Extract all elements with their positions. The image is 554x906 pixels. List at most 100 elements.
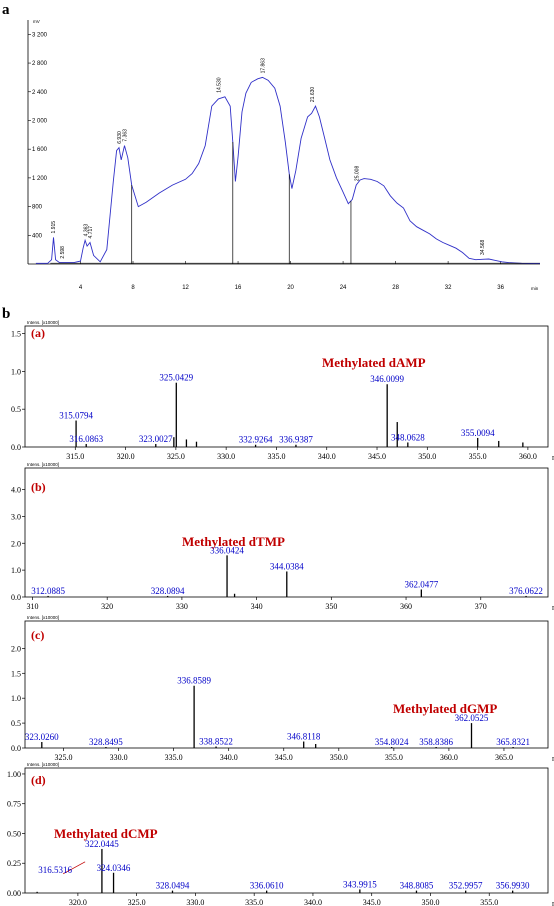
subpanel-label: (c) xyxy=(31,628,44,642)
peak-label: 362.0525 xyxy=(455,713,489,723)
x-tick-label: 320.0 xyxy=(69,898,87,906)
x-axis-label: m/z xyxy=(552,899,554,906)
x-tick-label: 355.0 xyxy=(469,452,487,461)
x-tick-label: 370 xyxy=(475,602,487,611)
compound-annotation: Methylated dTMP xyxy=(182,534,285,549)
x-tick-label: 20 xyxy=(287,285,294,291)
peak-label: 1.915 xyxy=(51,221,57,234)
peak-label: 336.0610 xyxy=(250,881,284,891)
x-tick-label: 320 xyxy=(101,602,113,611)
y-tick-label: 3 200 xyxy=(32,32,48,38)
peak-label: 356.9930 xyxy=(496,881,530,891)
y-tick-label: 0.5 xyxy=(11,719,21,728)
peak-label: 315.0794 xyxy=(59,411,93,421)
y-tick-label: 1 200 xyxy=(32,176,48,182)
peak-label: 6.930 xyxy=(117,131,123,144)
x-tick-label: 350.0 xyxy=(418,452,436,461)
subpanel-label: (b) xyxy=(31,480,46,494)
y-tick-label: 1.0 xyxy=(11,694,21,703)
panel-letter-a: a xyxy=(2,2,10,18)
x-tick-label: 350.0 xyxy=(330,753,348,762)
x-tick-label: 330.0 xyxy=(217,452,235,461)
x-tick-label: 12 xyxy=(182,285,189,291)
plot-frame xyxy=(24,325,549,448)
y-tick-label: 0.0 xyxy=(11,744,21,753)
panel-letter-b: b xyxy=(2,306,10,322)
y-tick-label: 1.00 xyxy=(7,770,21,779)
peak-label: 352.9957 xyxy=(449,881,483,891)
peak-label: 376.0622 xyxy=(509,586,543,596)
x-tick-label: 350.0 xyxy=(421,898,439,906)
x-tick-label: 330 xyxy=(176,602,188,611)
x-tick-label: 340.0 xyxy=(304,898,322,906)
x-tick-label: 330.0 xyxy=(186,898,204,906)
x-tick-label: 345.0 xyxy=(275,753,293,762)
x-tick-label: 340.0 xyxy=(220,753,238,762)
compound-annotation: Methylated dCMP xyxy=(54,826,158,841)
leader-line xyxy=(62,861,86,875)
peak-label: 346.8118 xyxy=(287,732,321,742)
x-axis-label: m/z xyxy=(552,754,554,763)
y-axis-unit: mV xyxy=(33,19,40,24)
peak-label: 25.008 xyxy=(354,166,360,182)
peak-label: 322.0445 xyxy=(85,839,119,849)
peak-label: 354.8024 xyxy=(375,737,409,747)
x-tick-label: 28 xyxy=(392,285,399,291)
x-tick-label: 360 xyxy=(400,602,412,611)
x-axis-label: m/z xyxy=(552,603,554,612)
x-tick-label: 345.0 xyxy=(363,898,381,906)
x-tick-label: 335.0 xyxy=(267,452,285,461)
x-tick-label: 330.0 xyxy=(110,753,128,762)
peak-label: 4.363 xyxy=(83,224,89,237)
chromatogram-chart: mV min 400 800 1 200 1 600 2 000 2 400 2 800 3 20… xyxy=(27,19,540,291)
mass-spectrum-a: Intens. [x10000] m/z (a) 0.0 0.5 1.0 1.5 315.0 3… xyxy=(11,320,554,462)
peak-label: 336.9387 xyxy=(279,435,313,445)
x-tick-label: 360.0 xyxy=(519,452,537,461)
y-tick-label: 1.0 xyxy=(11,566,21,575)
plot-frame xyxy=(24,620,549,749)
y-tick-label: 1.5 xyxy=(11,330,21,339)
plot-frame xyxy=(24,767,549,894)
subpanel-label: (d) xyxy=(31,773,46,787)
x-tick-label: 345.0 xyxy=(368,452,386,461)
x-tick-label: 310 xyxy=(26,602,38,611)
y-tick-label: 0.00 xyxy=(7,889,21,898)
peak-label: 365.8321 xyxy=(496,737,530,747)
x-tick-label: 325.0 xyxy=(128,898,146,906)
x-tick-label: 335.0 xyxy=(165,753,183,762)
y-tick-label: 2.0 xyxy=(11,539,21,548)
y-axis-label: Intens. [x10000] xyxy=(27,615,59,620)
peak-label: 14.530 xyxy=(217,77,223,93)
y-tick-label: 2 400 xyxy=(32,90,48,96)
peak-label: 328.0894 xyxy=(151,586,185,596)
y-tick-label: 1.0 xyxy=(11,367,21,376)
peak-label: 17.863 xyxy=(261,58,267,74)
y-tick-label: 2 000 xyxy=(32,118,48,124)
x-tick-label: 32 xyxy=(445,285,452,291)
peak-label: 34.568 xyxy=(480,239,486,255)
peak-label: 355.0094 xyxy=(461,428,495,438)
y-tick-label: 0.0 xyxy=(11,593,21,602)
peak-label: 316.0863 xyxy=(69,434,103,444)
x-tick-label: 340 xyxy=(251,602,263,611)
y-tick-label: 2 800 xyxy=(32,61,48,67)
y-axis-label: Intens. [x10000] xyxy=(27,320,59,325)
compound-annotation: Methylated dAMP xyxy=(322,355,426,370)
compound-annotation: Methylated dGMP xyxy=(393,701,497,716)
x-tick-label: 24 xyxy=(340,285,347,291)
y-axis-label: Intens. [x10000] xyxy=(27,462,59,467)
peak-label: 358.8386 xyxy=(419,737,453,747)
y-tick-label: 0.25 xyxy=(7,859,21,868)
x-tick-label: 8 xyxy=(131,285,135,291)
y-tick-label: 1.5 xyxy=(11,669,21,678)
peak-label: 7.363 xyxy=(123,129,129,142)
peak-label: 348.8085 xyxy=(400,881,434,891)
x-axis-unit: min xyxy=(531,286,539,291)
x-tick-label: 36 xyxy=(497,285,504,291)
y-tick-label: 0.75 xyxy=(7,800,21,809)
peak-label: 323.0027 xyxy=(139,434,173,444)
y-tick-label: 0.50 xyxy=(7,829,21,838)
y-axis-label: Intens. [x10000] xyxy=(27,762,59,767)
peak-label: 344.0384 xyxy=(270,561,304,571)
